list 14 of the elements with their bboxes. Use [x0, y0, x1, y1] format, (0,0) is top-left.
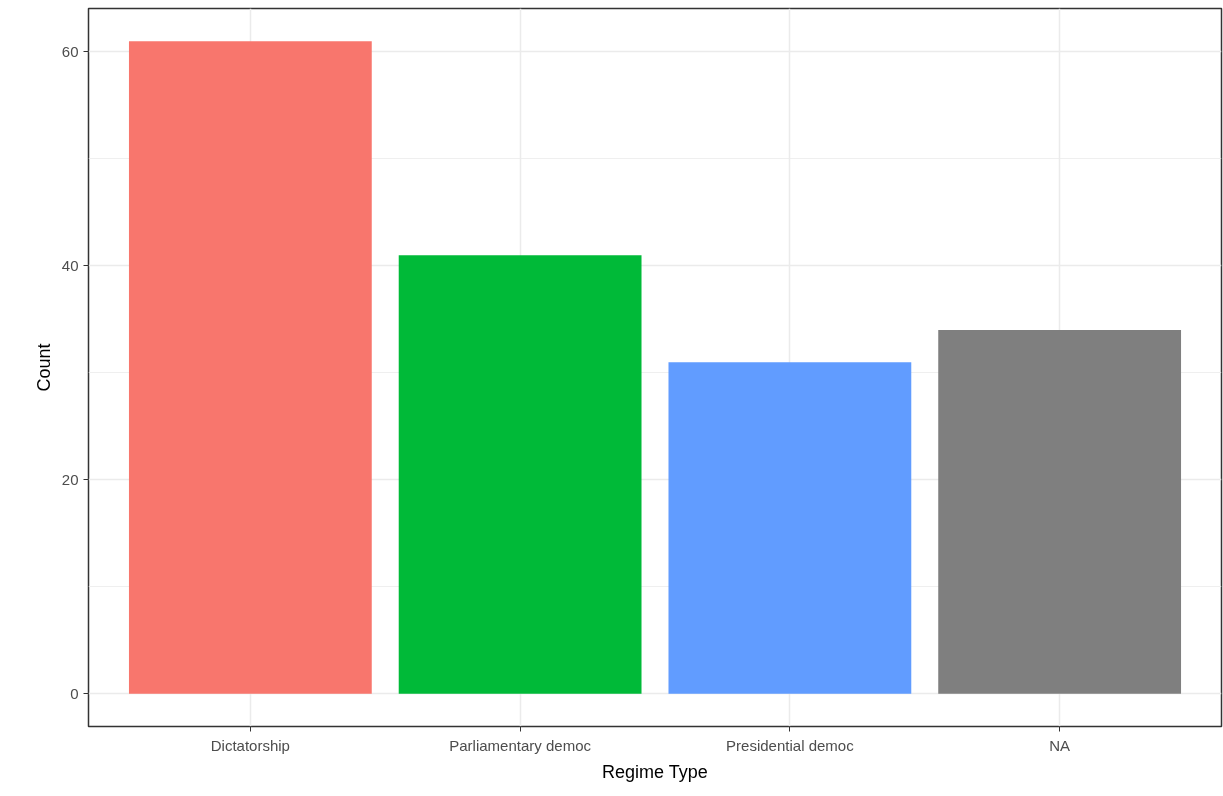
x-tick-label: Parliamentary democ — [449, 736, 592, 754]
y-tick-label: 60 — [61, 42, 79, 60]
y-axis-title: Count — [33, 343, 54, 392]
x-tick-label: Dictatorship — [210, 736, 290, 754]
x-tick-label: Presidential democ — [726, 736, 855, 754]
bar — [938, 330, 1182, 694]
bar — [668, 362, 912, 694]
x-tick-label: NA — [1049, 736, 1071, 754]
x-axis-title: Regime Type — [601, 761, 708, 782]
y-tick-label: 0 — [70, 684, 79, 702]
y-tick-label: 20 — [61, 470, 79, 488]
y-tick-label: 40 — [61, 256, 79, 274]
bar — [398, 255, 642, 694]
bar — [128, 41, 372, 694]
